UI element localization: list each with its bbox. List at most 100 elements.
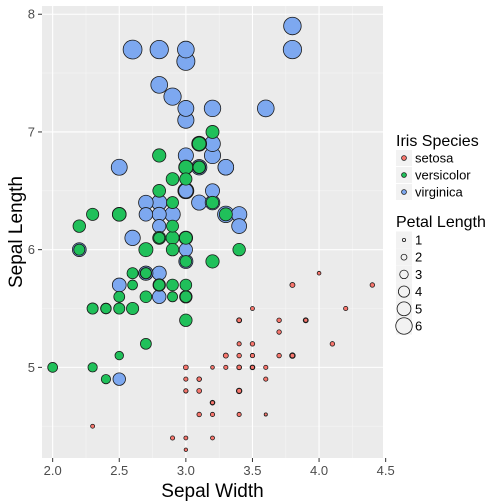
size-legend-label: 5 — [415, 301, 422, 316]
data-point-versicolor — [179, 313, 193, 327]
grid-minor — [42, 6, 383, 458]
data-point-versicolor — [140, 337, 152, 350]
species-legend-title: Iris Species — [396, 133, 479, 150]
data-point-setosa — [369, 282, 376, 288]
data-point-virginica — [122, 39, 143, 60]
data-point-setosa — [249, 341, 256, 347]
data-point-versicolor — [72, 219, 86, 233]
data-point-setosa — [210, 400, 215, 406]
data-point-versicolor — [165, 172, 180, 186]
y-tick-label: 8 — [28, 7, 35, 22]
size-legend-key — [398, 285, 410, 298]
data-point-virginica — [177, 100, 195, 117]
data-point-setosa — [329, 341, 336, 347]
data-point-setosa — [196, 388, 202, 394]
data-point-versicolor — [87, 362, 98, 373]
data-point-versicolor — [73, 243, 86, 256]
data-point-setosa — [263, 364, 269, 370]
legend-key-bg — [396, 300, 412, 318]
data-point-versicolor — [153, 231, 166, 244]
size-legend-label: 4 — [415, 284, 422, 299]
data-point-versicolor — [179, 172, 193, 186]
data-point-setosa — [263, 376, 269, 382]
size-legend-key — [400, 253, 408, 261]
size-legend-key — [399, 269, 409, 280]
data-point-versicolor — [126, 301, 140, 316]
data-point-versicolor — [152, 184, 167, 198]
data-point-virginica — [152, 219, 167, 234]
data-point-virginica — [177, 40, 195, 59]
data-point-setosa — [170, 435, 176, 441]
data-point-virginica — [178, 183, 194, 199]
data-point-virginica — [138, 207, 154, 222]
data-point-setosa — [249, 353, 255, 359]
data-point-versicolor — [166, 196, 179, 209]
legend-label-virginica: virginica — [415, 185, 463, 200]
data-point-versicolor — [86, 207, 100, 221]
data-point-setosa — [222, 352, 229, 359]
legend-key-bg — [396, 317, 412, 335]
data-point-virginica — [151, 265, 167, 281]
data-point-versicolor — [166, 278, 179, 292]
legend-key-bg — [396, 231, 412, 249]
species-legend-items: setosa versicolor virginica — [396, 150, 471, 200]
legend-key-virginica — [401, 189, 407, 195]
data-point-versicolor — [100, 302, 112, 315]
legend-key-setosa — [401, 155, 407, 161]
data-point-versicolor — [191, 136, 207, 151]
data-point-versicolor — [218, 207, 233, 222]
data-point-setosa — [183, 447, 188, 452]
data-point-versicolor — [205, 254, 220, 269]
data-point-versicolor — [47, 362, 58, 373]
y-tick-label: 7 — [28, 124, 35, 139]
data-point-setosa — [289, 282, 296, 288]
data-point-versicolor — [179, 231, 193, 245]
plot-panel — [42, 6, 383, 458]
data-point-versicolor — [113, 290, 126, 303]
data-point-virginica — [203, 99, 222, 118]
y-tick-label: 5 — [28, 360, 35, 375]
legend-label-setosa: setosa — [415, 151, 454, 166]
data-point-virginica — [283, 16, 302, 36]
data-point-virginica — [191, 194, 208, 211]
data-point-virginica — [110, 158, 128, 176]
data-point-setosa — [236, 317, 242, 323]
size-legend-items: 1 2 3 4 5 6 — [395, 231, 422, 335]
data-point-virginica — [217, 159, 235, 176]
legend-key-versicolor — [401, 172, 407, 178]
x-tick-label: 2.5 — [110, 463, 128, 478]
data-point-versicolor — [166, 219, 179, 233]
data-point-versicolor — [140, 267, 152, 280]
data-point-setosa — [210, 435, 215, 441]
x-tick-label: 4.0 — [310, 463, 328, 478]
data-point-setosa — [236, 364, 242, 371]
data-point-setosa — [236, 352, 242, 359]
size-legend-label: 2 — [415, 250, 422, 265]
data-point-versicolor — [153, 278, 166, 292]
data-point-virginica — [163, 87, 182, 106]
data-point-setosa — [236, 411, 242, 417]
legend-label-versicolor: versicolor — [415, 168, 471, 183]
data-point-setosa — [289, 352, 296, 359]
data-point-virginica — [282, 39, 303, 60]
data-point-virginica — [178, 242, 193, 257]
data-point-virginica — [112, 372, 126, 386]
data-point-setosa — [183, 388, 189, 394]
data-point-versicolor — [192, 160, 206, 174]
data-point-setosa — [303, 317, 309, 323]
x-tick-label: 3.0 — [177, 463, 195, 478]
data-point-versicolor — [178, 159, 194, 175]
y-axis-ticks: 5 6 7 8 — [28, 7, 42, 375]
data-point-versicolor — [86, 302, 99, 315]
data-point-versicolor — [126, 267, 139, 280]
data-point-setosa — [183, 364, 189, 371]
data-point-versicolor — [232, 243, 246, 257]
size-legend-key — [395, 317, 413, 335]
data-point-versicolor — [138, 242, 154, 258]
y-axis-title: Sepal Length — [6, 176, 27, 288]
data-point-versicolor — [114, 350, 124, 361]
legend: Iris Species setosa versicolor virginica P… — [395, 133, 486, 335]
x-axis-ticks: 2.0 2.5 3.0 3.5 4.0 4.5 — [44, 458, 395, 478]
data-point-virginica — [111, 277, 127, 293]
